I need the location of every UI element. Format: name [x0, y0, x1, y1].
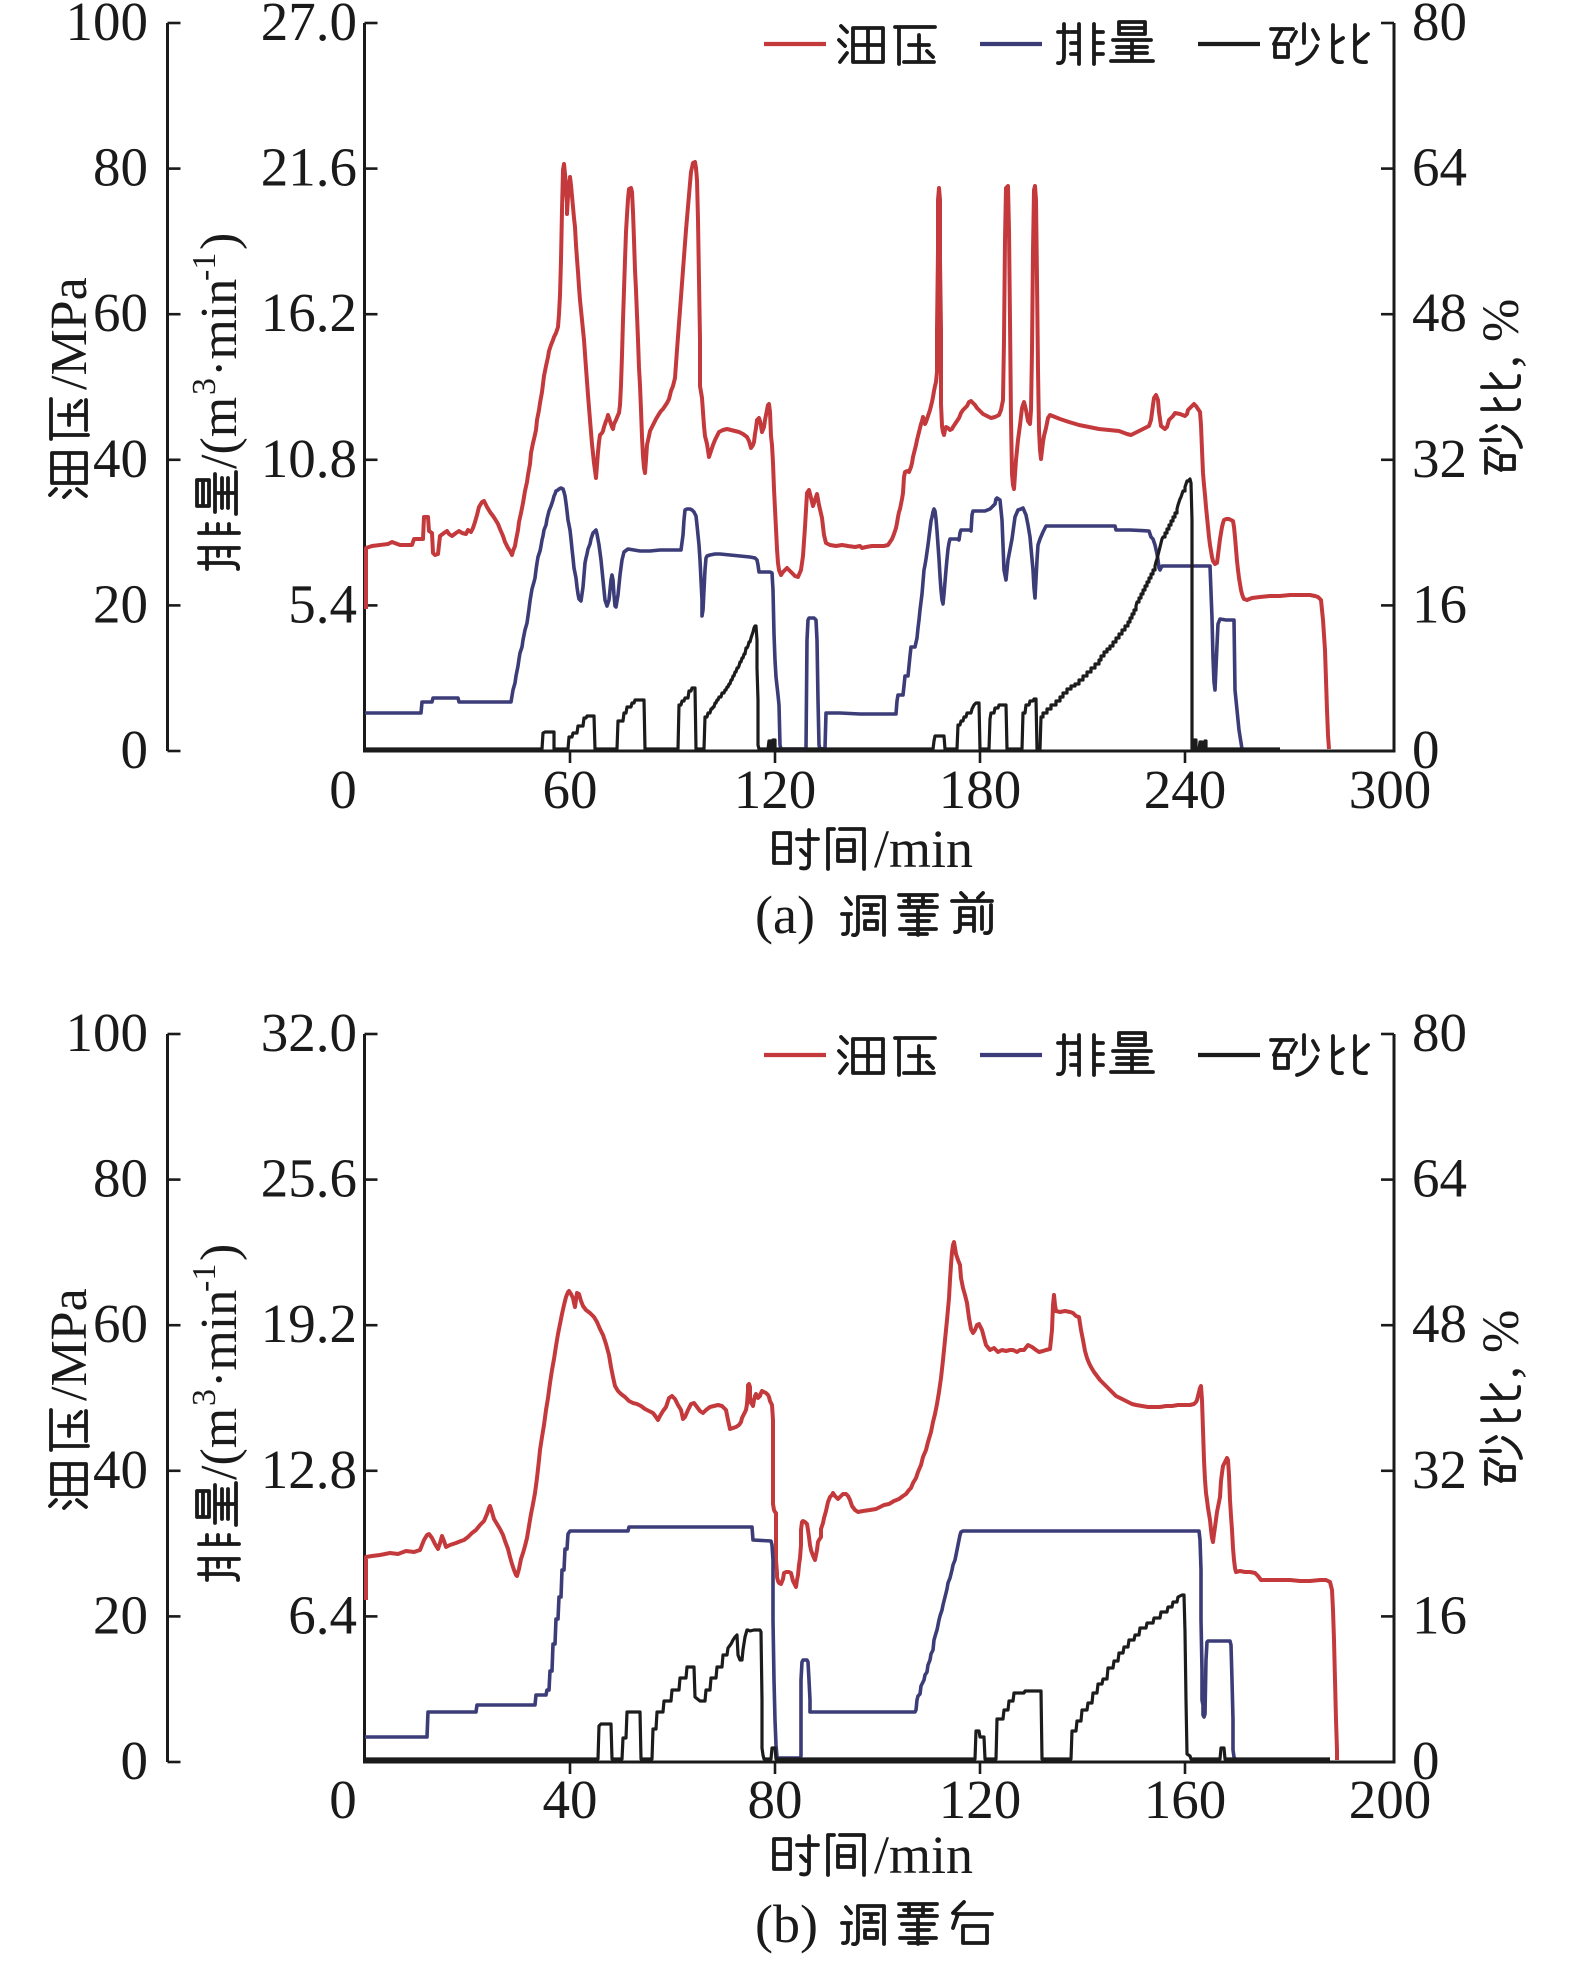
- svg-text:0: 0: [329, 759, 357, 820]
- svg-text:0: 0: [121, 719, 149, 780]
- svg-text:5.4: 5.4: [288, 573, 357, 634]
- svg-text:/(m: /(m: [191, 1408, 248, 1480]
- svg-text:60: 60: [93, 282, 148, 343]
- svg-text:40: 40: [543, 1769, 598, 1830]
- svg-text:300: 300: [1349, 759, 1432, 820]
- svg-text:25.6: 25.6: [261, 1148, 357, 1209]
- svg-text:, %: , %: [1473, 1310, 1530, 1379]
- svg-text:): ): [191, 233, 248, 250]
- svg-text:80: 80: [748, 1769, 803, 1830]
- svg-text:64: 64: [1412, 1148, 1467, 1209]
- svg-text:160: 160: [1144, 1769, 1227, 1830]
- svg-text:16: 16: [1412, 573, 1467, 634]
- svg-text:32.0: 32.0: [261, 1002, 357, 1063]
- svg-text:/min: /min: [874, 1825, 973, 1885]
- svg-text:/MPa: /MPa: [41, 1288, 98, 1401]
- svg-text:(b): (b): [755, 1894, 818, 1954]
- svg-text:·min: ·min: [191, 1290, 248, 1388]
- svg-text:0: 0: [1412, 1730, 1440, 1791]
- svg-text:0: 0: [1412, 719, 1440, 780]
- svg-text:/(m: /(m: [191, 397, 248, 469]
- svg-text:40: 40: [93, 428, 148, 489]
- svg-text:19.2: 19.2: [261, 1293, 357, 1354]
- svg-text:·min: ·min: [191, 279, 248, 377]
- svg-text:6.4: 6.4: [288, 1584, 357, 1645]
- svg-text:3: 3: [186, 1389, 223, 1406]
- svg-text:48: 48: [1412, 282, 1467, 343]
- svg-text:200: 200: [1349, 1769, 1432, 1830]
- svg-text:100: 100: [66, 1002, 149, 1063]
- svg-text:40: 40: [93, 1439, 148, 1500]
- svg-text:120: 120: [939, 1769, 1022, 1830]
- svg-text:180: 180: [939, 759, 1022, 820]
- svg-text:0: 0: [329, 1769, 357, 1830]
- svg-text:): ): [191, 1244, 248, 1261]
- svg-text:32: 32: [1412, 1439, 1467, 1500]
- svg-text:0: 0: [121, 1730, 149, 1791]
- svg-text:80: 80: [1412, 0, 1467, 52]
- svg-text:27.0: 27.0: [261, 0, 357, 52]
- svg-text:20: 20: [93, 573, 148, 634]
- svg-text:-1: -1: [186, 1264, 223, 1292]
- svg-text:, %: , %: [1473, 299, 1530, 368]
- svg-text:240: 240: [1144, 759, 1227, 820]
- svg-text:-1: -1: [186, 253, 223, 281]
- svg-text:64: 64: [1412, 137, 1467, 198]
- svg-text:16.2: 16.2: [261, 282, 357, 343]
- svg-text:80: 80: [93, 1148, 148, 1209]
- svg-text:/MPa: /MPa: [41, 277, 98, 390]
- svg-text:20: 20: [93, 1584, 148, 1645]
- svg-text:80: 80: [1412, 1002, 1467, 1063]
- svg-text:80: 80: [93, 137, 148, 198]
- svg-text:12.8: 12.8: [261, 1439, 357, 1500]
- svg-text:21.6: 21.6: [261, 137, 357, 198]
- svg-text:48: 48: [1412, 1293, 1467, 1354]
- svg-text:10.8: 10.8: [261, 428, 357, 489]
- svg-text:60: 60: [93, 1293, 148, 1354]
- svg-text:16: 16: [1412, 1584, 1467, 1645]
- svg-text:3: 3: [186, 378, 223, 395]
- svg-text:(a): (a): [755, 885, 815, 945]
- svg-text:120: 120: [734, 759, 817, 820]
- svg-text:100: 100: [66, 0, 149, 52]
- svg-text:/min: /min: [874, 819, 973, 879]
- svg-text:60: 60: [543, 759, 598, 820]
- svg-text:32: 32: [1412, 428, 1467, 489]
